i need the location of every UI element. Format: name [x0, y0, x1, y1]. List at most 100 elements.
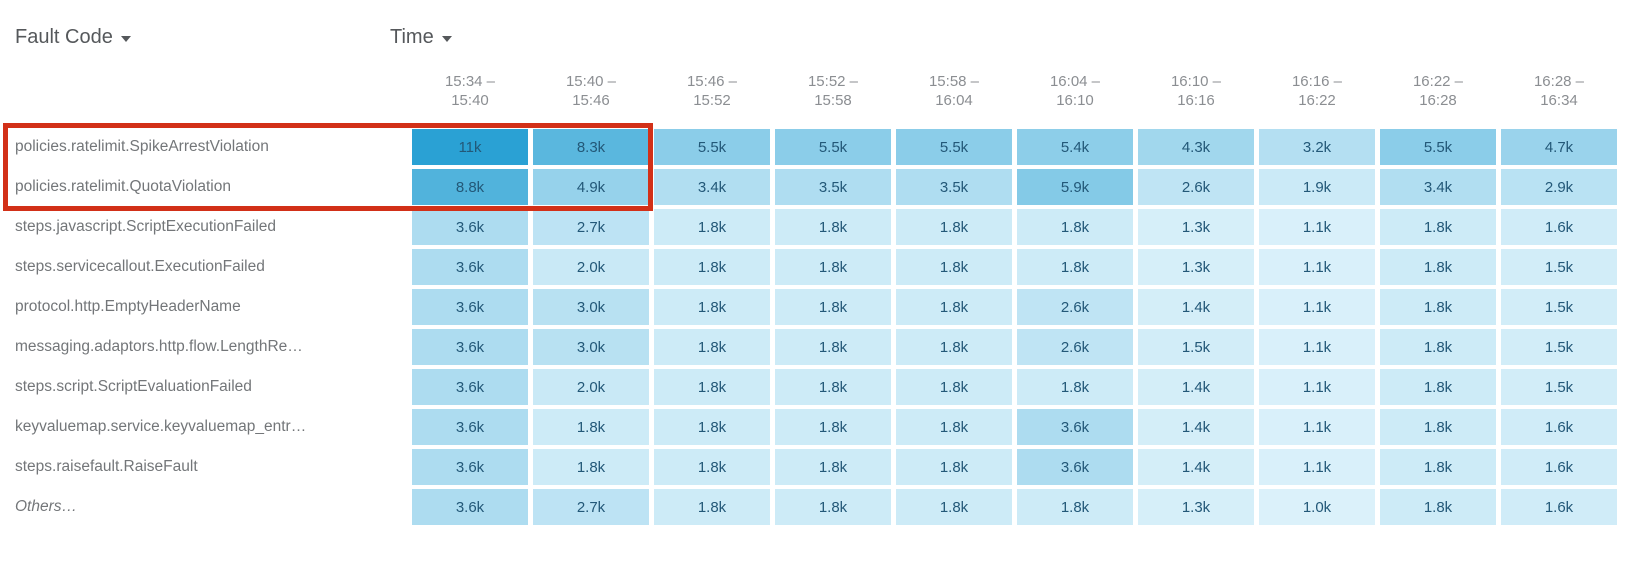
heatmap-cell[interactable]: 1.1k [1259, 329, 1375, 365]
heatmap-cell[interactable]: 1.5k [1501, 289, 1617, 325]
heatmap-cell[interactable]: 1.8k [1017, 249, 1133, 285]
heatmap-cell[interactable]: 1.8k [775, 329, 891, 365]
heatmap-cell[interactable]: 1.0k [1259, 489, 1375, 525]
heatmap-cell[interactable]: 1.8k [654, 449, 770, 485]
heatmap-cell[interactable]: 3.6k [412, 249, 528, 285]
heatmap-cell[interactable]: 3.4k [1380, 169, 1496, 205]
heatmap-cell[interactable]: 1.8k [1017, 489, 1133, 525]
heatmap-cell[interactable]: 1.1k [1259, 289, 1375, 325]
heatmap-cell[interactable]: 4.7k [1501, 129, 1617, 165]
heatmap-cell[interactable]: 1.8k [775, 449, 891, 485]
heatmap-cell[interactable]: 3.4k [654, 169, 770, 205]
heatmap-cell[interactable]: 1.8k [1017, 209, 1133, 245]
heatmap-cell[interactable]: 1.8k [896, 209, 1012, 245]
heatmap-cell[interactable]: 1.8k [775, 289, 891, 325]
heatmap-cell[interactable]: 1.8k [896, 369, 1012, 405]
heatmap-cell[interactable]: 3.5k [896, 169, 1012, 205]
heatmap-cell[interactable]: 5.5k [775, 129, 891, 165]
heatmap-cell[interactable]: 1.6k [1501, 449, 1617, 485]
heatmap-cell[interactable]: 3.6k [412, 209, 528, 245]
heatmap-cell[interactable]: 1.4k [1138, 369, 1254, 405]
heatmap-cell[interactable]: 1.1k [1259, 409, 1375, 445]
heatmap-cell[interactable]: 1.5k [1138, 329, 1254, 365]
heatmap-cell[interactable]: 5.9k [1017, 169, 1133, 205]
heatmap-cell[interactable]: 1.8k [775, 209, 891, 245]
heatmap-cell[interactable]: 8.3k [533, 129, 649, 165]
heatmap-cell[interactable]: 1.8k [1380, 289, 1496, 325]
heatmap-cell[interactable]: 2.9k [1501, 169, 1617, 205]
heatmap-cell[interactable]: 3.6k [1017, 449, 1133, 485]
heatmap-cell[interactable]: 5.5k [1380, 129, 1496, 165]
heatmap-cell[interactable]: 2.6k [1017, 329, 1133, 365]
heatmap-cell[interactable]: 1.8k [1380, 209, 1496, 245]
heatmap-cell[interactable]: 11k [412, 129, 528, 165]
heatmap-cell[interactable]: 2.7k [533, 489, 649, 525]
heatmap-cell[interactable]: 3.6k [412, 289, 528, 325]
heatmap-cell[interactable]: 1.5k [1501, 369, 1617, 405]
heatmap-cell[interactable]: 1.8k [1017, 369, 1133, 405]
heatmap-cell[interactable]: 1.9k [1259, 169, 1375, 205]
heatmap-cell[interactable]: 1.8k [1380, 449, 1496, 485]
heatmap-cell[interactable]: 3.2k [1259, 129, 1375, 165]
heatmap-cell[interactable]: 3.0k [533, 329, 649, 365]
heatmap-cell[interactable]: 1.8k [896, 289, 1012, 325]
heatmap-cell[interactable]: 1.4k [1138, 409, 1254, 445]
heatmap-cell[interactable]: 1.1k [1259, 249, 1375, 285]
heatmap-cell[interactable]: 5.5k [896, 129, 1012, 165]
heatmap-cell[interactable]: 1.8k [533, 409, 649, 445]
heatmap-cell[interactable]: 3.6k [412, 409, 528, 445]
heatmap-cell[interactable]: 1.8k [654, 369, 770, 405]
heatmap-cell[interactable]: 3.6k [412, 329, 528, 365]
heatmap-cell[interactable]: 1.8k [896, 249, 1012, 285]
heatmap-cell[interactable]: 1.1k [1259, 209, 1375, 245]
heatmap-cell[interactable]: 3.0k [533, 289, 649, 325]
heatmap-cell[interactable]: 1.8k [654, 249, 770, 285]
heatmap-cell[interactable]: 2.0k [533, 369, 649, 405]
heatmap-cell[interactable]: 8.8k [412, 169, 528, 205]
heatmap-cell[interactable]: 1.8k [533, 449, 649, 485]
heatmap-cell[interactable]: 4.3k [1138, 129, 1254, 165]
heatmap-cell[interactable]: 1.1k [1259, 449, 1375, 485]
heatmap-cell[interactable]: 1.8k [775, 369, 891, 405]
heatmap-cell[interactable]: 5.4k [1017, 129, 1133, 165]
heatmap-cell[interactable]: 1.8k [896, 409, 1012, 445]
heatmap-cell[interactable]: 1.8k [654, 209, 770, 245]
heatmap-cell[interactable]: 3.6k [1017, 409, 1133, 445]
heatmap-cell[interactable]: 3.6k [412, 489, 528, 525]
heatmap-cell[interactable]: 1.8k [654, 489, 770, 525]
heatmap-cell[interactable]: 1.8k [896, 449, 1012, 485]
time-dimension-dropdown[interactable]: Time [390, 26, 452, 49]
heatmap-cell[interactable]: 1.5k [1501, 329, 1617, 365]
heatmap-cell[interactable]: 2.7k [533, 209, 649, 245]
heatmap-cell[interactable]: 1.3k [1138, 249, 1254, 285]
heatmap-cell[interactable]: 1.6k [1501, 489, 1617, 525]
heatmap-cell[interactable]: 3.6k [412, 449, 528, 485]
heatmap-cell[interactable]: 1.8k [1380, 329, 1496, 365]
heatmap-cell[interactable]: 1.5k [1501, 249, 1617, 285]
fault-code-dimension-dropdown[interactable]: Fault Code [15, 26, 131, 49]
heatmap-cell[interactable]: 1.8k [775, 249, 891, 285]
heatmap-cell[interactable]: 1.8k [896, 489, 1012, 525]
heatmap-cell[interactable]: 2.0k [533, 249, 649, 285]
heatmap-cell[interactable]: 1.8k [896, 329, 1012, 365]
heatmap-cell[interactable]: 1.4k [1138, 449, 1254, 485]
heatmap-cell[interactable]: 1.8k [654, 289, 770, 325]
heatmap-cell[interactable]: 2.6k [1017, 289, 1133, 325]
heatmap-cell[interactable]: 1.6k [1501, 409, 1617, 445]
heatmap-cell[interactable]: 1.8k [654, 409, 770, 445]
heatmap-cell[interactable]: 1.3k [1138, 209, 1254, 245]
heatmap-cell[interactable]: 5.5k [654, 129, 770, 165]
heatmap-cell[interactable]: 1.8k [1380, 369, 1496, 405]
heatmap-cell[interactable]: 1.8k [1380, 249, 1496, 285]
heatmap-cell[interactable]: 3.5k [775, 169, 891, 205]
heatmap-cell[interactable]: 3.6k [412, 369, 528, 405]
heatmap-cell[interactable]: 1.8k [775, 489, 891, 525]
heatmap-cell[interactable]: 2.6k [1138, 169, 1254, 205]
heatmap-cell[interactable]: 1.8k [654, 329, 770, 365]
heatmap-cell[interactable]: 1.6k [1501, 209, 1617, 245]
heatmap-cell[interactable]: 1.8k [1380, 409, 1496, 445]
heatmap-cell[interactable]: 1.4k [1138, 289, 1254, 325]
heatmap-cell[interactable]: 1.8k [1380, 489, 1496, 525]
heatmap-cell[interactable]: 1.1k [1259, 369, 1375, 405]
heatmap-cell[interactable]: 1.8k [775, 409, 891, 445]
